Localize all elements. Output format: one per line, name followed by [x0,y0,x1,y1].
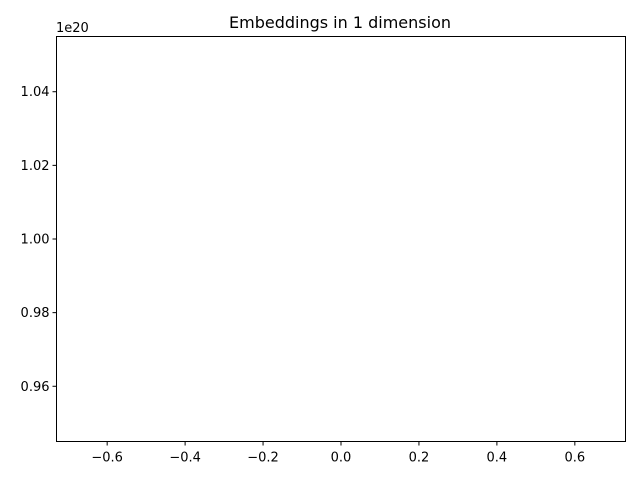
x-axis: −0.6 −0.4 −0.2 0.0 0.2 0.4 0.6 [91,441,585,466]
x-tick-label: 0.0 [331,451,352,466]
plot-area [56,36,626,442]
x-tick-label: −0.2 [247,451,279,466]
y-tick-label: 0.96 [21,380,50,395]
x-tick-label: −0.4 [169,451,201,466]
y-axis: 0.96 0.98 1.00 1.02 1.04 [21,85,57,395]
y-tick-label: 1.00 [21,233,50,248]
y-tick-label: 1.04 [21,85,50,100]
y-tick-label: 0.98 [21,306,50,321]
x-tick-label: 0.4 [487,451,508,466]
x-tick-label: 0.6 [564,451,585,466]
chart-title: Embeddings in 1 dimension [229,13,451,32]
y-axis-offset-label: 1e20 [56,21,89,36]
x-tick-label: −0.6 [91,451,123,466]
y-tick-label: 1.02 [21,159,50,174]
x-tick-label: 0.2 [409,451,430,466]
